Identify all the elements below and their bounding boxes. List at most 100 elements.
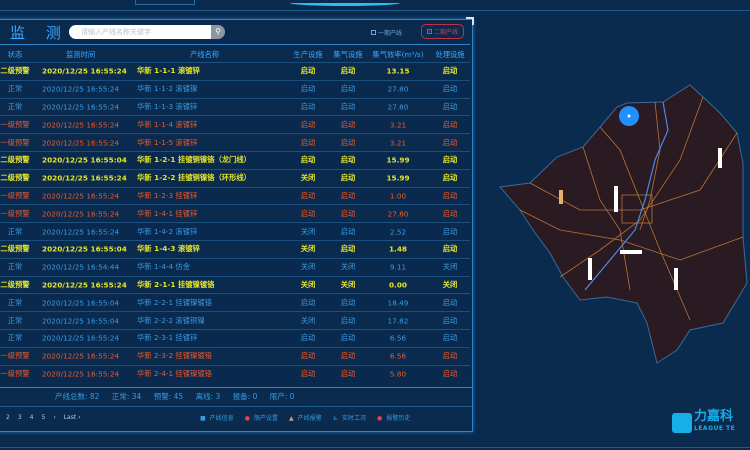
cell-prod: 关闭 (300, 262, 316, 272)
cell-eff: 15.99 (386, 155, 410, 165)
cell-time: 2020/12/25 16:55:04 (42, 244, 127, 254)
cell-treat: 启动 (442, 101, 458, 111)
cell-time: 2020/12/25 16:54:44 (42, 262, 120, 272)
col-name: 产线名称 (190, 49, 220, 59)
legend-item[interactable]: ▲ 产线报警 (289, 413, 322, 422)
cell-status: 二级预警 (0, 155, 30, 165)
last-page-button[interactable]: Last › (63, 414, 81, 421)
table-row[interactable]: 正常 2020/12/25 16:55:24 华新 1-1-2 滚镀镍 启动 启动 27.… (0, 79, 470, 98)
summary-normal: 正常: 34 (111, 392, 142, 401)
table-row[interactable]: 二级预警 2020/12/25 16:55:24 华新 2-1-1 挂镀镍镀铬 关闭 关… (0, 275, 470, 294)
cell-eff: 0.00 (388, 280, 407, 290)
cell-status: 正常 (7, 226, 23, 236)
checkmark-icon: ✓ (427, 29, 433, 35)
table-row[interactable]: 正常 2020/12/25 16:55:24 华新 1-4-2 滚镀锌 关闭 启动 2.5… (0, 222, 470, 240)
monitor-panel (0, 19, 473, 432)
col-gas-collection: 集气设施 (333, 49, 363, 59)
page-5[interactable]: 5 (41, 414, 46, 421)
checkbox-label: 一期产线 (378, 30, 403, 37)
table-row[interactable]: 一级预警 2020/12/25 16:55:24 华新 1-1-5 滚镀锌 启动 启动 3… (0, 133, 470, 151)
cell-status: 二级预警 (0, 244, 30, 254)
search-icon[interactable]: ⚲ (211, 25, 225, 39)
cell-gas: 启动 (340, 315, 356, 325)
cell-time: 2020/12/25 16:55:24 (42, 280, 127, 290)
cell-name: 华新 1-4-1 挂镀锌 (137, 208, 198, 218)
cell-treat: 启动 (442, 66, 458, 76)
checkbox-icon (371, 30, 376, 35)
checkbox-label: 二期产线 (434, 29, 459, 36)
page-2[interactable]: 2 (6, 414, 10, 421)
info-icon: ■ (200, 415, 206, 422)
cell-treat: 启动 (442, 173, 458, 183)
legend-item[interactable]: ● 报警历史 (377, 413, 410, 422)
cell-treat: 启动 (442, 155, 458, 165)
table-row[interactable]: 二级预警 2020/12/25 16:55:24 华新 1-2-2 挂镀铜镍铬（环形… (0, 168, 470, 187)
legend-item[interactable]: ● 限产设置 (245, 413, 278, 422)
table-row[interactable]: 二级预警 2020/12/25 16:55:24 华新 1-1-1 滚镀锌 启动 启动 1… (0, 62, 470, 80)
cell-treat: 启动 (442, 351, 458, 361)
table-row[interactable]: 正常 2020/12/25 16:55:04 华新 2-2-2 滚镀铜镍 关闭 启动 17… (0, 311, 470, 329)
cell-time: 2020/12/25 16:55:24 (42, 84, 120, 94)
cell-gas: 启动 (340, 101, 356, 111)
table-row[interactable]: 一级预警 2020/12/25 16:55:24 华新 1-4-1 挂镀锌 启动 启动 2… (0, 204, 470, 222)
cell-time: 2020/12/25 16:55:04 (42, 155, 127, 165)
table-row[interactable]: 正常 2020/12/25 16:54:44 华新 1-4-4 仿金 关闭 关闭 9.11… (0, 257, 470, 276)
cell-status: 正常 (7, 315, 23, 325)
table-row[interactable]: 二级预警 2020/12/25 16:55:04 华新 1-4-3 滚镀锌 关闭 启动 1… (0, 240, 470, 258)
page-3[interactable]: 3 (17, 414, 22, 421)
top-tab-decoration (135, 0, 195, 5)
pagination: 2 3 4 5 › Last › (6, 414, 81, 421)
legend-label: 产线报警 (297, 415, 322, 422)
cell-eff: 9.11 (389, 262, 407, 272)
cell-status: 一级预警 (0, 368, 30, 378)
cell-gas: 启动 (340, 173, 356, 183)
cell-name: 华新 1-4-4 仿金 (137, 262, 191, 272)
checkbox-phase2[interactable]: ✓ 二期产线 (421, 24, 465, 39)
col-efficiency: 集气效率(m³/s) (372, 49, 424, 59)
cell-treat: 启动 (442, 368, 458, 378)
cell-eff: 1.00 (389, 191, 407, 201)
col-status: 状态 (7, 49, 23, 59)
cell-prod: 关闭 (300, 244, 316, 254)
cell-time: 2020/12/25 16:55:24 (42, 351, 120, 361)
table-row[interactable]: 正常 2020/12/25 16:55:24 华新 2-3-1 挂镀锌 启动 启动 6.5… (0, 329, 470, 347)
cell-prod: 启动 (300, 66, 316, 76)
cell-prod: 启动 (300, 351, 316, 361)
production-markers (559, 148, 722, 290)
cell-status: 二级预警 (0, 173, 30, 183)
cell-gas: 关闭 (340, 279, 356, 289)
cell-prod: 关闭 (300, 279, 316, 289)
cell-eff: 17.82 (387, 316, 409, 326)
cell-name: 华新 2-3-1 挂镀锌 (137, 333, 198, 343)
next-page-button[interactable]: › (53, 414, 56, 421)
table-row[interactable]: 一级预警 2020/12/25 16:55:24 华新 2-3-2 挂镀镍镀铬 启动 启… (0, 346, 470, 365)
cell-time: 2020/12/25 16:55:24 (42, 209, 120, 219)
cell-time: 2020/12/25 16:55:04 (42, 298, 120, 308)
summary-total: 产线总数: 82 (55, 392, 100, 401)
table-row[interactable]: 二级预警 2020/12/25 16:55:04 华新 1-2-1 挂镀铜镍铬（龙门… (0, 151, 470, 169)
checkbox-phase1[interactable]: 一期产线 (371, 28, 402, 37)
cell-time: 2020/12/25 16:55:24 (42, 333, 120, 343)
cell-gas: 启动 (340, 368, 356, 378)
search-input[interactable]: 请输入产线名称关键字 (69, 25, 224, 39)
table-row[interactable]: 正常 2020/12/25 16:55:04 华新 2-2-1 挂镀镍镀铬 启动 启动 1… (0, 293, 470, 312)
table-row[interactable]: 一级预警 2020/12/25 16:55:24 华新 1-2-3 挂镀锌 启动 启动 1… (0, 186, 470, 205)
cell-status: 正常 (7, 297, 23, 307)
table-row[interactable]: 一级预警 2020/12/25 16:55:24 华新 2-4-1 挂镀镍镀铬 启动 启… (0, 364, 470, 383)
page-4[interactable]: 4 (29, 414, 34, 421)
legend-item[interactable]: ■ 产线信息 (200, 413, 234, 422)
cell-treat: 启动 (442, 208, 458, 218)
cell-time: 2020/12/25 16:55:24 (42, 227, 120, 237)
table-row[interactable]: 正常 2020/12/25 16:55:24 华新 1-1-3 滚镀锌 启动 启动 27.… (0, 97, 470, 116)
cell-name: 华新 1-4-2 滚镀锌 (137, 226, 198, 236)
cell-name: 华新 2-4-1 挂镀镍镀铬 (137, 368, 212, 378)
legend-item[interactable]: ♿ 实时工况 (333, 413, 366, 422)
header-divider (0, 44, 470, 45)
table-row[interactable]: 一级预警 2020/12/25 16:55:24 华新 1-1-4 滚镀锌 启动 启动 3… (0, 115, 470, 134)
cell-prod: 启动 (300, 208, 316, 218)
cell-treat: 启动 (442, 119, 458, 129)
cell-eff: 18.49 (387, 298, 409, 308)
cell-treat: 启动 (442, 333, 458, 343)
cell-time: 2020/12/25 16:55:24 (42, 102, 120, 112)
region-map[interactable] (490, 70, 750, 370)
